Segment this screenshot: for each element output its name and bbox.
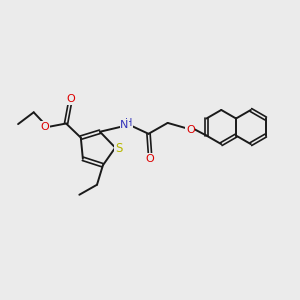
Text: O: O [145,154,154,164]
Text: O: O [66,94,75,104]
Text: O: O [186,125,195,135]
Text: H: H [125,118,132,128]
Text: S: S [115,142,122,155]
Text: N: N [120,120,129,130]
Text: O: O [41,122,50,132]
